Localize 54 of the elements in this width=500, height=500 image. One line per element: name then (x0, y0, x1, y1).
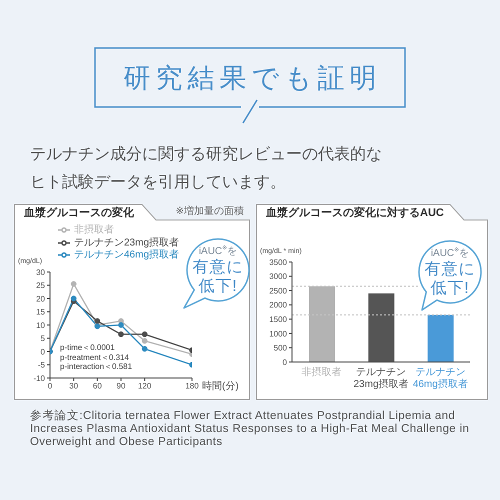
bar (428, 314, 454, 362)
y-tick-label: 0 (282, 358, 288, 367)
chart-title: 血漿グルコースの変化に対するAUC (266, 206, 444, 220)
y-tick-label: 3500 (269, 258, 288, 267)
point (94, 318, 100, 324)
text: iAUC$^{※}$を (198, 245, 238, 258)
x-axis-title: 時間(分) (202, 381, 239, 393)
y-tick-label: 2000 (269, 300, 288, 310)
y-tick-label: 500 (274, 344, 288, 353)
point (142, 331, 148, 338)
legend-label: テルナチン46mg摂取者 (74, 250, 180, 261)
y-tick-label: -10 (33, 374, 46, 383)
x-tick-label: 非摂取者 (302, 366, 342, 378)
annotation: 有意に低下! (424, 260, 476, 298)
point (70, 296, 77, 302)
annotation: p-treatment＜0.314 (60, 352, 129, 362)
x-tick-label: 120 (138, 382, 152, 391)
annotation: p-time＜0.0001 (60, 343, 115, 352)
y-tick-label: 5 (40, 334, 46, 344)
x-tick-label: 90 (116, 382, 126, 391)
point (142, 346, 148, 352)
text: 参考論文:Clitoria ternatea Flower Extract Attenuates Postprandial Lipemia and Increases Plasma Antioxidant Status Responses to a High-Fat Meal Challenge in Overweight and Obese Participants (30, 410, 470, 449)
y-tick-label: 25 (36, 281, 46, 290)
y-tick-label: 2500 (269, 286, 288, 296)
point (70, 281, 77, 287)
x-tick-label: テルナチン 46mg摂取者 (412, 367, 468, 390)
y-tick-label: 1500 (269, 314, 288, 324)
point (118, 331, 124, 338)
text: テルナチン成分に関する研究レビューの代表的なヒト試験データを引用しています。 (30, 144, 383, 193)
point (118, 322, 124, 328)
x-tick-label: 60 (92, 382, 102, 391)
y-tick-label: 0 (40, 347, 46, 356)
x-tick-label: 180 (185, 382, 200, 391)
y-tick-label: -5 (38, 360, 46, 370)
y-tick-label: 15 (36, 308, 46, 317)
text: 研究結果でも証明 (124, 62, 382, 94)
y-tick-label: 30 (36, 268, 46, 277)
bar (368, 293, 394, 362)
y-tick-label: 3000 (269, 272, 288, 282)
text: 有意に低下! (192, 258, 244, 296)
y-tick-label: 1000 (269, 329, 288, 338)
legend-label: 非摂取者 (74, 224, 114, 236)
text: iAUC$^{※}$を (430, 247, 470, 260)
legend-label: テルナチン23mg摂取者 (74, 237, 180, 248)
chart-title: 血漿グルコースの変化 (24, 206, 134, 220)
y-tick-label: 10 (36, 320, 46, 330)
point (142, 338, 148, 344)
annotation: p-interaction＜0.581 (60, 362, 132, 372)
bar (309, 286, 335, 362)
x-tick-label: テルナチン 23mg摂取者 (353, 367, 409, 390)
x-tick-label: 30 (69, 382, 79, 391)
text: ※増加量の面積 (176, 206, 244, 218)
y-tick-label: 20 (36, 294, 46, 304)
x-tick-label: 0 (48, 382, 53, 391)
